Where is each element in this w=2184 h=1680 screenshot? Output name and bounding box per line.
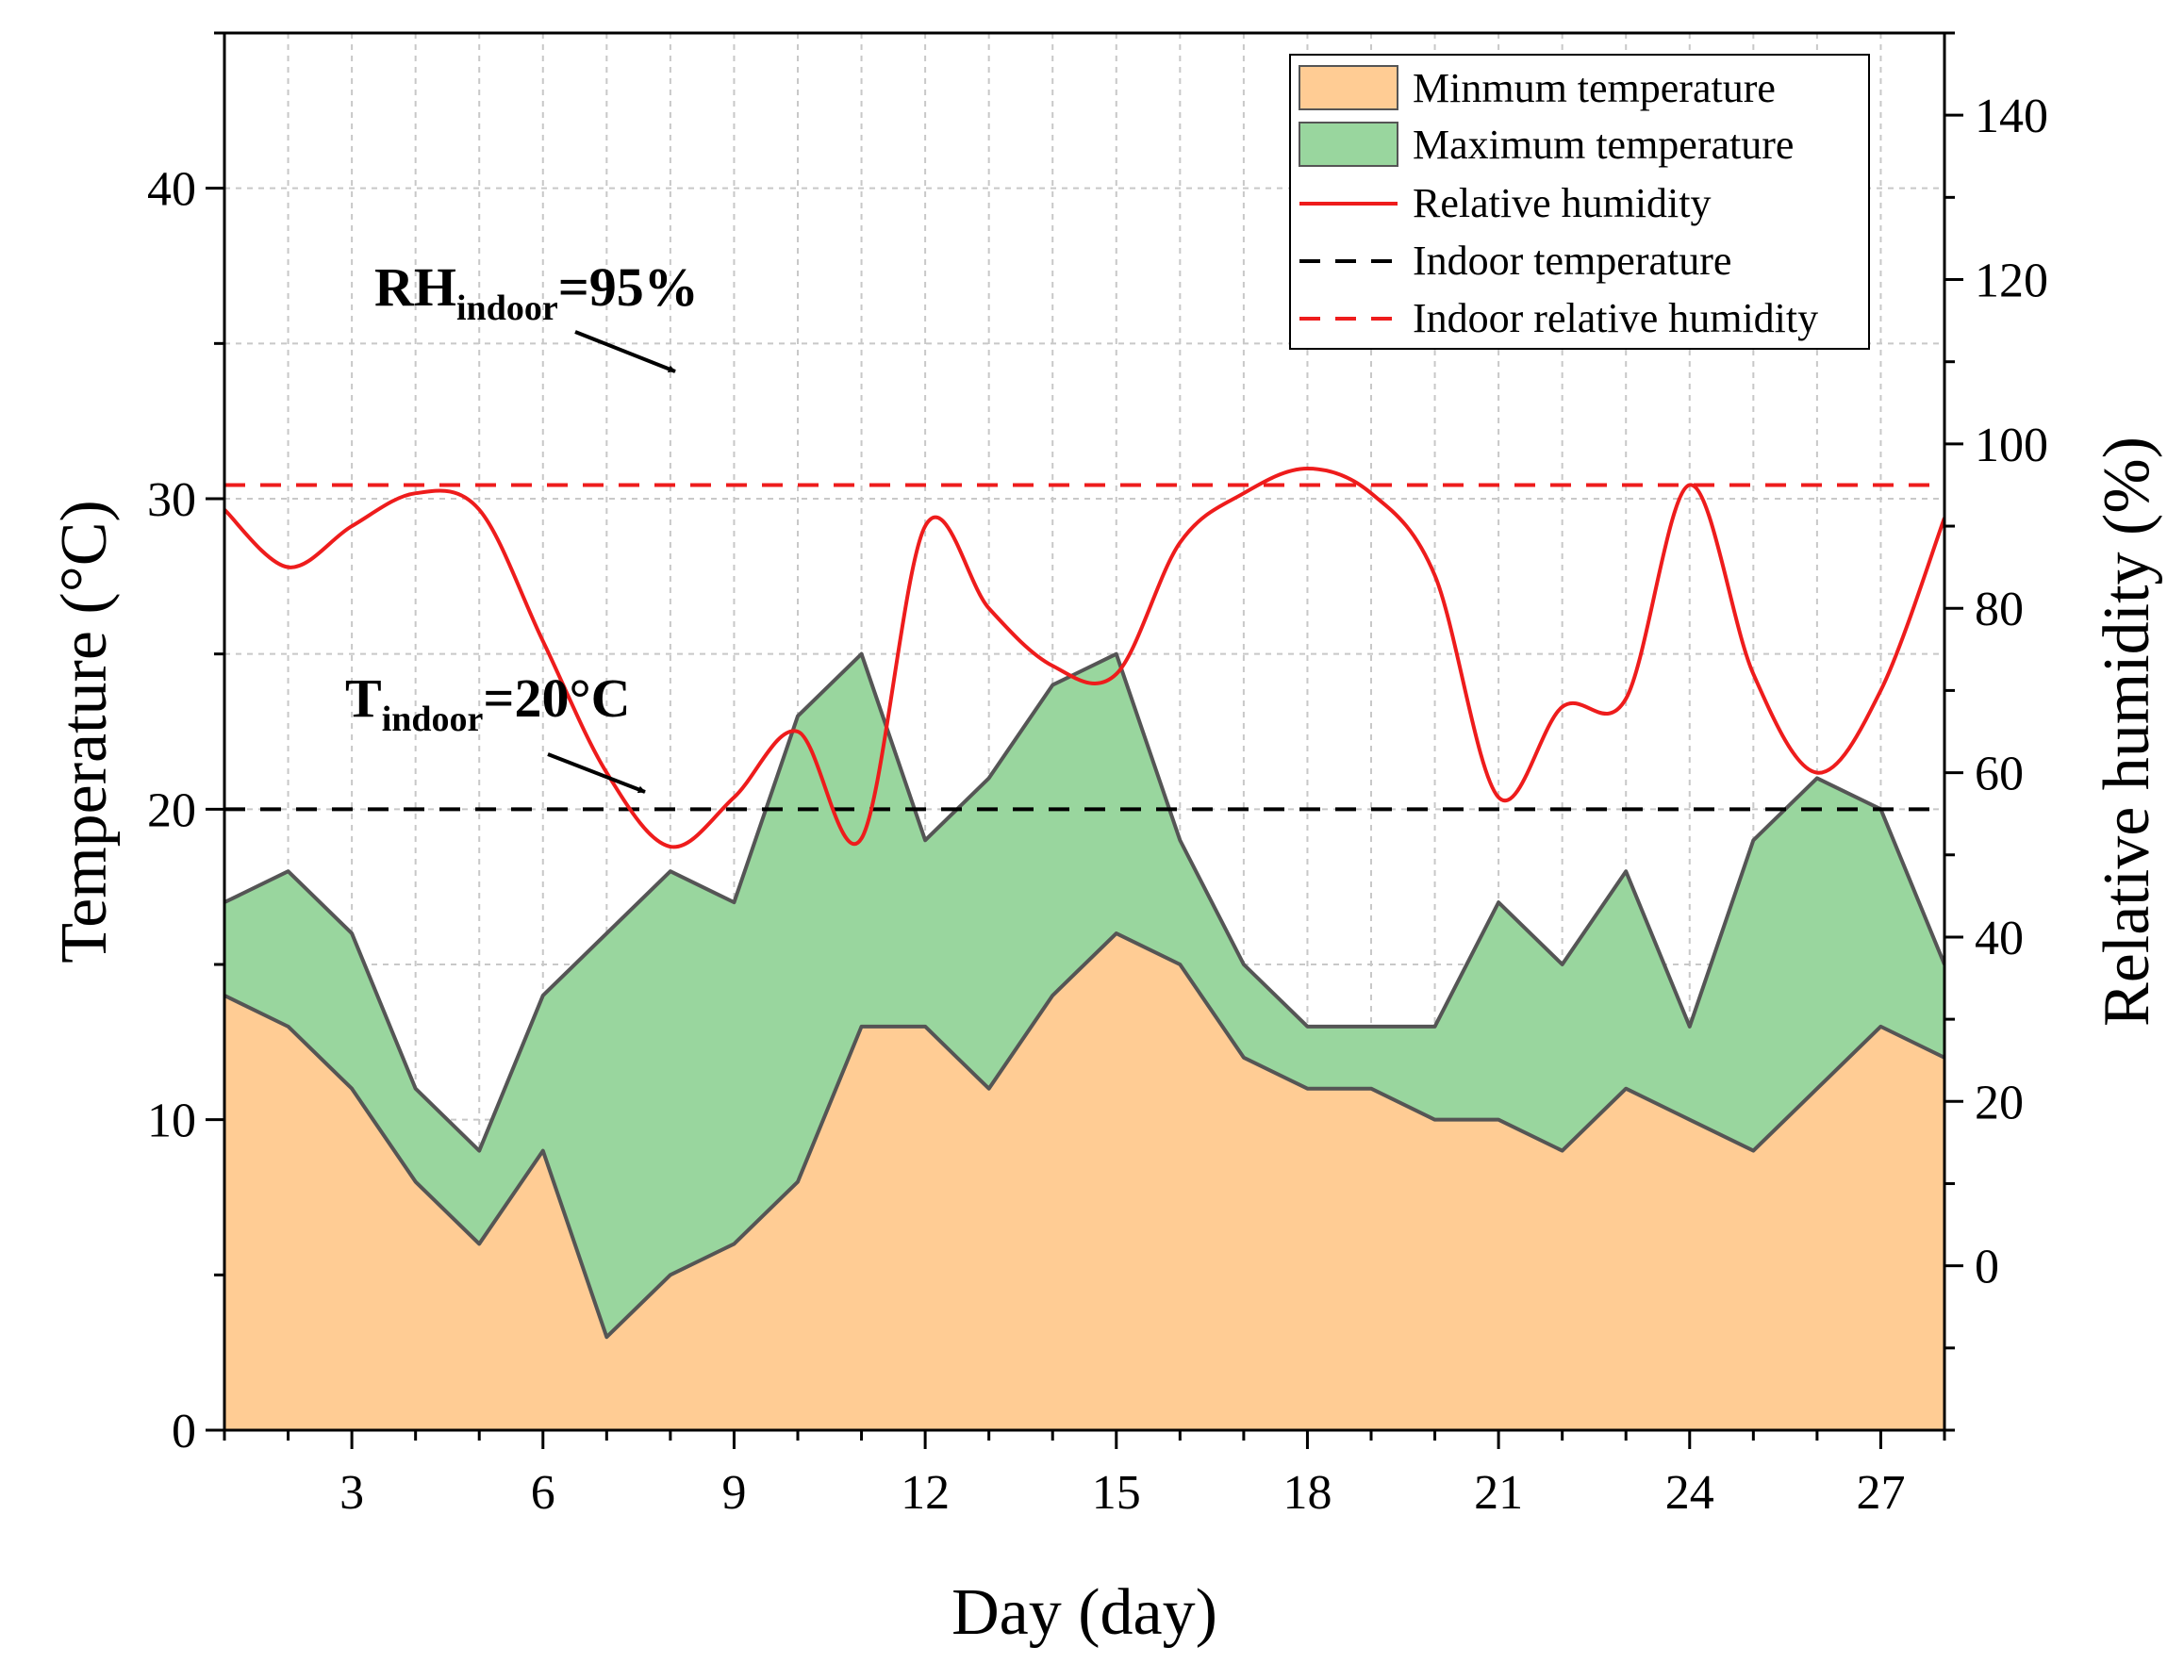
legend-label-min: Minmum temperature [1413,65,1776,111]
y2-axis-title: Relative humidity (%) [2091,436,2163,1027]
reference-lines [224,483,1944,812]
y2-tick-label: 80 [1975,583,2024,636]
annotation-t-arrow [547,752,646,794]
line-maximum-temperature [224,651,1944,1153]
y2-tick-label: 100 [1975,419,2048,472]
annotation-rh-arrow [574,330,676,373]
y2-tick-label: 60 [1975,748,2024,801]
x-tick-label: 9 [721,1466,746,1520]
x-tick-label: 18 [1282,1466,1332,1520]
x-tick-label: 24 [1665,1466,1714,1520]
svg-text:RHindoor=95%: RHindoor=95% [374,256,699,328]
y2-tick-label: 120 [1975,255,2048,308]
y-axis-title: Temperature (°C) [48,500,121,963]
legend-swatch-max [1299,122,1398,167]
x-tick-label: 15 [1092,1466,1141,1520]
area-minimum-temperature [224,933,1944,1430]
plot-frame [223,31,1946,1432]
y-tick-label: 10 [147,1095,196,1148]
annotation-rh-base: RH [374,256,456,318]
annotation-t-sub: indoor [382,700,484,739]
legend-label-humidity: Relative humidity [1413,180,1712,226]
x-tick-label: 27 [1856,1466,1905,1520]
y2-tick-label: 140 [1975,90,2048,143]
legend: Minmum temperature Maximum temperature R… [1289,54,1870,350]
line-relative-humidity [224,467,1944,849]
y-tick-label: 20 [147,783,196,837]
legend-label-indoor-temp: Indoor temperature [1413,238,1731,284]
y-tick-label: 0 [172,1405,196,1458]
y2-tick-label: 20 [1975,1076,2024,1129]
legend-label-max: Maximum temperature [1413,122,1794,168]
y2-tick-label: 0 [1975,1241,1999,1294]
temperature-areas [224,651,1944,1430]
x-tick-label: 12 [901,1466,950,1520]
x-tick-label: 6 [531,1466,555,1520]
y-tick-label: 30 [147,473,196,527]
x-axis-title: Day (day) [951,1576,1217,1649]
legend-swatch-min [1299,65,1398,110]
line-minimum-temperature [224,931,1944,1340]
y-tick-label: 40 [147,163,196,217]
annotation-t-base: T [345,667,382,729]
humidity-layer [224,467,1944,849]
annotation-rh-indoor: RHindoor=95% [374,256,699,373]
x-tick-label: 21 [1474,1466,1523,1520]
legend-label-indoor-rh: Indoor relative humidity [1413,295,1818,341]
annotation-rh-sub: indoor [456,288,558,328]
annotation-t-indoor: Tindoor=20°C [345,667,646,794]
y2-tick-label: 40 [1975,912,2024,965]
svg-text:Tindoor=20°C: Tindoor=20°C [345,667,631,739]
annotation-rh-rest: =95% [558,256,699,318]
axis-ticks: 3 6 9 12 15 18 21 24 27 0 10 20 30 40 0 20 40 60 80 100 120 1… [147,31,2048,1520]
annotation-t-rest: =20°C [483,667,630,729]
x-tick-label: 3 [339,1466,364,1520]
